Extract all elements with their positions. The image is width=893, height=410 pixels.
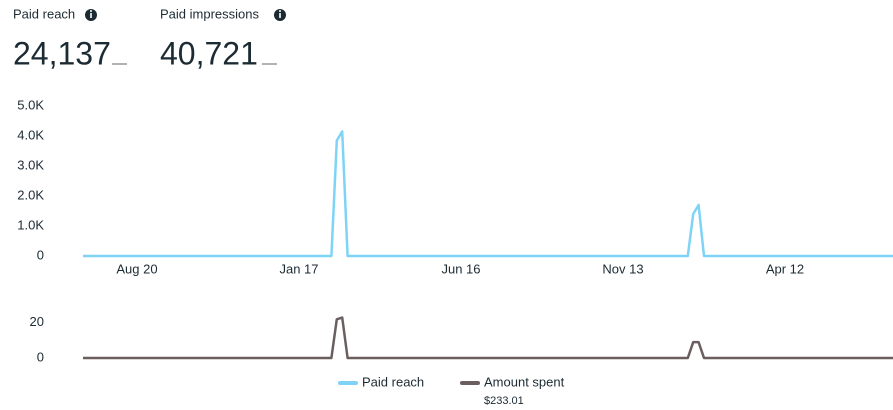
y-tick-label: 5.0K (17, 97, 44, 112)
y-tick-label: 20 (30, 314, 44, 329)
y-tick-label: 4.0K (17, 127, 44, 142)
y-tick-label: 1.0K (17, 217, 44, 232)
metric-value: 24,137 (13, 35, 111, 71)
info-icon[interactable] (85, 9, 97, 21)
y-tick-label: 0 (37, 247, 44, 262)
legend-total: $233.01 (484, 395, 524, 407)
x-tick-label: Jan 17 (279, 261, 318, 276)
metric-value: 40,721 (160, 35, 258, 71)
x-tick-label: Nov 13 (602, 261, 643, 276)
y-tick-label: 2.0K (17, 187, 44, 202)
info-icon[interactable] (274, 9, 286, 21)
y-tick-label: 0 (37, 349, 44, 364)
legend-label: Amount spent (484, 374, 565, 389)
legend: Paid reach Amount spent $233.01 (338, 374, 565, 407)
x-tick-label: Aug 20 (116, 261, 157, 276)
x-tick-label: Jun 16 (441, 261, 480, 276)
x-tick-label: Apr 12 (766, 261, 804, 276)
line-series (83, 130, 893, 258)
metric-label: Paid reach (13, 6, 75, 21)
y-tick-label: 3.0K (17, 157, 44, 172)
metric-label: Paid impressions (160, 6, 259, 21)
line-series (83, 316, 893, 360)
legend-label: Paid reach (362, 374, 424, 389)
